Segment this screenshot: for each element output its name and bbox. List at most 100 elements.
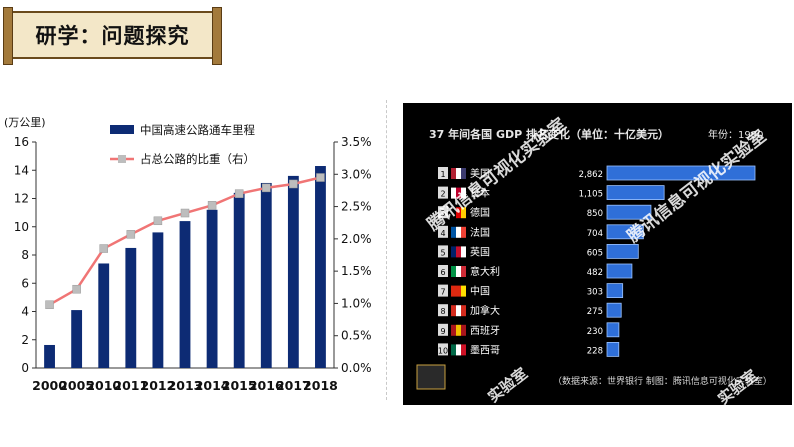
title-banner: 研学：问题探究	[3, 7, 222, 65]
bar-mileage-2016	[260, 182, 272, 368]
share-marker-2013	[180, 208, 190, 218]
rank-number: 4	[440, 229, 445, 238]
bar-mileage-2012	[152, 232, 164, 368]
share-marker-2015	[234, 189, 244, 198]
country-label: 英国	[470, 245, 490, 258]
rank-badge	[438, 225, 448, 238]
bar-mileage-2017	[287, 175, 299, 368]
flag-墨西哥	[456, 344, 461, 356]
rank-number: 9	[440, 327, 445, 336]
flag-西班牙	[451, 324, 456, 336]
share-marker-2005	[72, 284, 81, 294]
rank-badge	[438, 323, 448, 336]
value-label: 605	[587, 248, 603, 258]
rank-number: 10	[438, 346, 448, 355]
x-tick-label: 2005	[59, 378, 94, 393]
y-tick-label: 16	[14, 135, 29, 149]
bar-mileage-2005	[71, 310, 83, 368]
flag-加拿大	[461, 305, 466, 317]
highway-chart: 0 2 4 6 8 10 12 14 16 0.0% 0.5% 1.0% 1.5% 2.0% 2.5% 3.0…	[0, 100, 386, 400]
country-label: 美国	[470, 167, 490, 180]
y2-tick-label: 0.0%	[341, 361, 372, 375]
value-label: 303	[587, 288, 603, 298]
x-tick-label: 2013	[168, 378, 203, 393]
country-label: 中国	[470, 285, 490, 298]
flag-日本	[451, 187, 456, 199]
y2-tick-label: 2.0%	[341, 232, 372, 246]
y-tick-label: 8	[21, 248, 29, 262]
flag-德国	[456, 207, 461, 219]
value-label: 704	[587, 229, 603, 239]
value-label: 850	[587, 209, 603, 219]
y-tick-label: 10	[14, 220, 29, 234]
country-label: 意大利	[470, 265, 500, 278]
x-tick-label: 2018	[303, 378, 338, 393]
bar-mileage-2000	[44, 344, 55, 368]
gdp-bar-意大利	[606, 263, 633, 279]
rank-number: 7	[440, 288, 445, 297]
gdp-bar-西班牙	[606, 322, 620, 338]
bar-mileage-2013	[179, 221, 191, 368]
gdp-bar-美国	[606, 165, 756, 181]
gdp-ranking-chart-svg: 37 年间各国 GDP 排名变化（单位：十亿美元） 年份：1980 1 美国 2,862…	[416, 114, 772, 405]
y-tick-label: 2	[21, 333, 29, 347]
y2-tick-label: 0.5%	[341, 329, 372, 343]
share-marker-2017	[289, 179, 298, 189]
share-marker-2018	[316, 173, 325, 182]
flag-英国	[456, 246, 461, 258]
gdp-bar-加拿大	[606, 302, 622, 318]
legend-label-bar: 中国高速公路通车里程	[140, 123, 255, 137]
x-tick-label: 2000	[32, 378, 67, 393]
y2-tick-label: 1.0%	[341, 296, 372, 310]
y2-tick-label: 2.5%	[341, 200, 372, 214]
x-tick-label: 2012	[141, 378, 176, 393]
share-marker-2010	[99, 244, 108, 253]
legend-label-line: 占总公路的比重（右）	[140, 152, 255, 166]
gdp-ranking-chart: 37 年间各国 GDP 排名变化（单位：十亿美元） 年份：1980 1 美国 2,862…	[403, 103, 792, 405]
bar-mileage-2015	[233, 192, 245, 368]
flag-法国	[456, 226, 461, 238]
country-label: 法国	[470, 226, 490, 239]
rank-badge	[438, 284, 448, 297]
flag-墨西哥	[451, 344, 456, 356]
share-marker-2016	[262, 183, 271, 193]
flag-中国	[461, 285, 466, 297]
y2-tick-label: 3.5%	[341, 135, 372, 149]
bar-mileage-2011	[125, 247, 137, 368]
x-tick-label: 2017	[276, 378, 311, 393]
y-tick-label: 6	[21, 276, 29, 290]
rank-badge	[438, 167, 448, 179]
y2-tick-label: 1.5%	[341, 264, 372, 278]
brand-logo-icon	[416, 364, 446, 390]
legend-swatch-marker	[118, 155, 126, 163]
flag-意大利	[451, 266, 456, 277]
flag-美国	[461, 168, 466, 179]
flag-德国	[461, 207, 466, 219]
y-tick-label: 4	[21, 305, 29, 319]
y2-tick-label: 3.0%	[341, 167, 372, 181]
flag-意大利	[456, 266, 461, 277]
flag-西班牙	[456, 324, 461, 336]
share-marker-2011	[126, 230, 136, 239]
country-label: 德国	[470, 206, 490, 219]
value-label: 230	[587, 327, 603, 337]
bar-mileage-2010	[98, 263, 110, 368]
flag-中国	[451, 285, 456, 297]
rank-badge	[438, 343, 448, 356]
rank-number: 1	[440, 170, 445, 179]
rank-number: 3	[440, 209, 445, 218]
flag-加拿大	[451, 305, 456, 317]
country-label: 日本	[470, 187, 490, 200]
country-label: 墨西哥	[470, 344, 500, 356]
gdp-source-note: （数据来源：世界银行 制图：腾讯信息可视化实验室）	[553, 375, 772, 387]
gdp-bar-墨西哥	[606, 341, 620, 357]
value-label: 1,105	[579, 190, 603, 200]
rank-number: 2	[440, 190, 445, 199]
value-label: 228	[587, 346, 603, 356]
flag-英国	[461, 246, 466, 258]
flag-中国	[456, 285, 461, 297]
gdp-bar-法国	[606, 224, 644, 240]
rank-badge	[438, 304, 448, 317]
flag-日本	[461, 187, 466, 199]
x-tick-label: 2014	[195, 378, 230, 393]
